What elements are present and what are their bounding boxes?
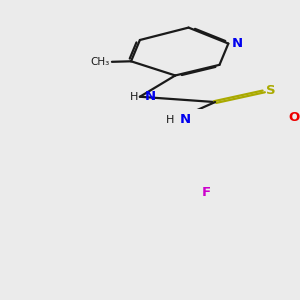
Text: S: S [266, 84, 276, 98]
Text: H: H [166, 115, 174, 125]
Text: H: H [130, 92, 139, 102]
Text: CH₃: CH₃ [91, 57, 110, 67]
Text: N: N [145, 90, 156, 103]
Text: N: N [232, 37, 243, 50]
Text: N: N [180, 113, 191, 126]
Text: O: O [289, 111, 300, 124]
Text: F: F [202, 186, 211, 199]
